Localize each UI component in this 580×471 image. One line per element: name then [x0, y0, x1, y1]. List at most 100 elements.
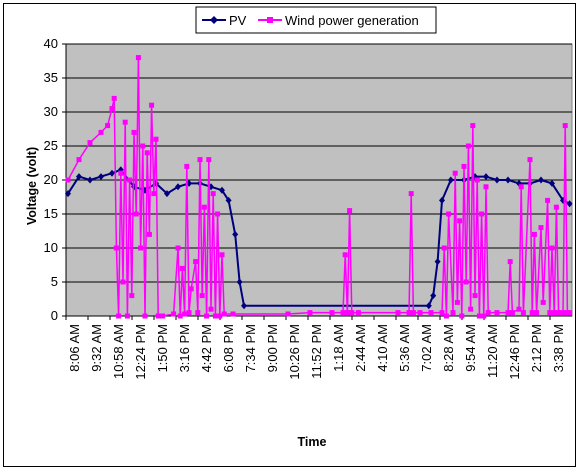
wind-point [171, 311, 177, 317]
wind-point [428, 310, 434, 316]
legend: PV Wind power generation [195, 6, 437, 34]
series-wind [65, 55, 573, 319]
wind-point [124, 313, 130, 319]
wind-point [230, 311, 236, 317]
wind-point [395, 310, 401, 316]
pv-point [549, 179, 555, 187]
pv-point [447, 176, 454, 184]
wind-point [342, 252, 348, 258]
wind-point [485, 310, 491, 316]
wind-point [193, 259, 199, 265]
wind-point [556, 310, 562, 316]
wind-point [443, 313, 449, 319]
wind-point [562, 123, 568, 129]
wind-point [212, 313, 218, 319]
wind-point [474, 177, 480, 183]
wind-point [538, 225, 544, 231]
wind-point [113, 245, 119, 251]
wind-point [199, 293, 205, 299]
wind-point [545, 197, 551, 203]
wind-point [483, 184, 489, 190]
wind-point [285, 311, 291, 317]
pv-point [434, 258, 441, 266]
wind-point [111, 95, 117, 101]
wind-point [151, 191, 157, 197]
pv-point [98, 173, 104, 181]
wind-point [184, 163, 190, 169]
wind-point [529, 310, 535, 316]
wind-point [465, 143, 471, 149]
wind-point [153, 136, 159, 142]
wind-point [410, 310, 416, 316]
wind-point [507, 259, 513, 265]
wind-point [439, 310, 445, 316]
x-tick-label: 4:10 AM [375, 324, 390, 372]
x-tick-label: 8:06 AM [67, 324, 82, 372]
wind-point [142, 313, 148, 319]
wind-point [527, 157, 533, 163]
x-tick-label: 2:12 PM [529, 324, 544, 372]
wind-point [177, 313, 183, 319]
x-tick-label: 12:46 PM [507, 324, 522, 380]
pv-point [164, 190, 170, 198]
wind-point [118, 170, 124, 176]
wind-point [146, 231, 152, 237]
wind-point [217, 313, 223, 319]
wind-point [340, 310, 346, 316]
x-tick-label: 9:00 PM [265, 324, 280, 372]
wind-point [481, 313, 487, 319]
wind-point [441, 245, 447, 251]
wind-point [518, 184, 524, 190]
legend-pv-marker [210, 16, 218, 24]
wind-point [131, 129, 137, 135]
pv-point [566, 200, 573, 208]
pv-point [425, 302, 432, 310]
pv-point [225, 196, 232, 204]
pv-point [483, 173, 489, 181]
wind-point [472, 293, 478, 299]
wind-point [182, 311, 188, 317]
y-tick-label: 0 [51, 308, 58, 323]
wind-point [329, 310, 335, 316]
wind-point [133, 211, 139, 217]
wind-point [221, 311, 227, 317]
x-tick-label: 4:42 PM [199, 324, 214, 372]
wind-point [457, 218, 463, 224]
wind-point [219, 252, 225, 258]
pv-point [87, 176, 93, 184]
x-tick-label: 8:28 AM [441, 324, 456, 372]
pv-point [232, 230, 239, 238]
wind-point [459, 313, 465, 319]
y-tick-label: 20 [44, 172, 58, 187]
pv-point [494, 176, 500, 184]
wind-point [446, 211, 452, 217]
wind-point [468, 306, 474, 312]
wind-point [560, 310, 566, 316]
y-tick-label: 30 [44, 104, 58, 119]
wind-point [122, 119, 128, 125]
wind-point [505, 310, 511, 316]
pv-point [439, 196, 445, 204]
y-tick-label: 15 [44, 206, 58, 221]
wind-point [479, 211, 485, 217]
wind-point [450, 310, 456, 316]
wind-point [186, 310, 192, 316]
wind-point [540, 299, 546, 305]
y-tick-label: 35 [44, 70, 58, 85]
legend-wind-marker [267, 17, 273, 23]
wind-point [355, 310, 361, 316]
x-tick-label: 10:26 PM [287, 324, 302, 380]
wind-point [461, 163, 467, 169]
y-axis-title: Voltage (volt) [25, 147, 39, 225]
wind-point [197, 157, 203, 163]
wind-point [65, 177, 71, 183]
wind-point [206, 157, 212, 163]
wind-point [160, 313, 166, 319]
chart-frame: 0 5 10 15 20 25 30 35 40 8:06 AM 9:32 AM 10:58 AM 1… [3, 3, 576, 467]
wind-point [138, 245, 144, 251]
wind-point [215, 211, 221, 217]
wind-point [452, 170, 458, 176]
wind-point [520, 310, 526, 316]
wind-point [408, 191, 414, 197]
y-tick-label: 10 [44, 240, 58, 255]
